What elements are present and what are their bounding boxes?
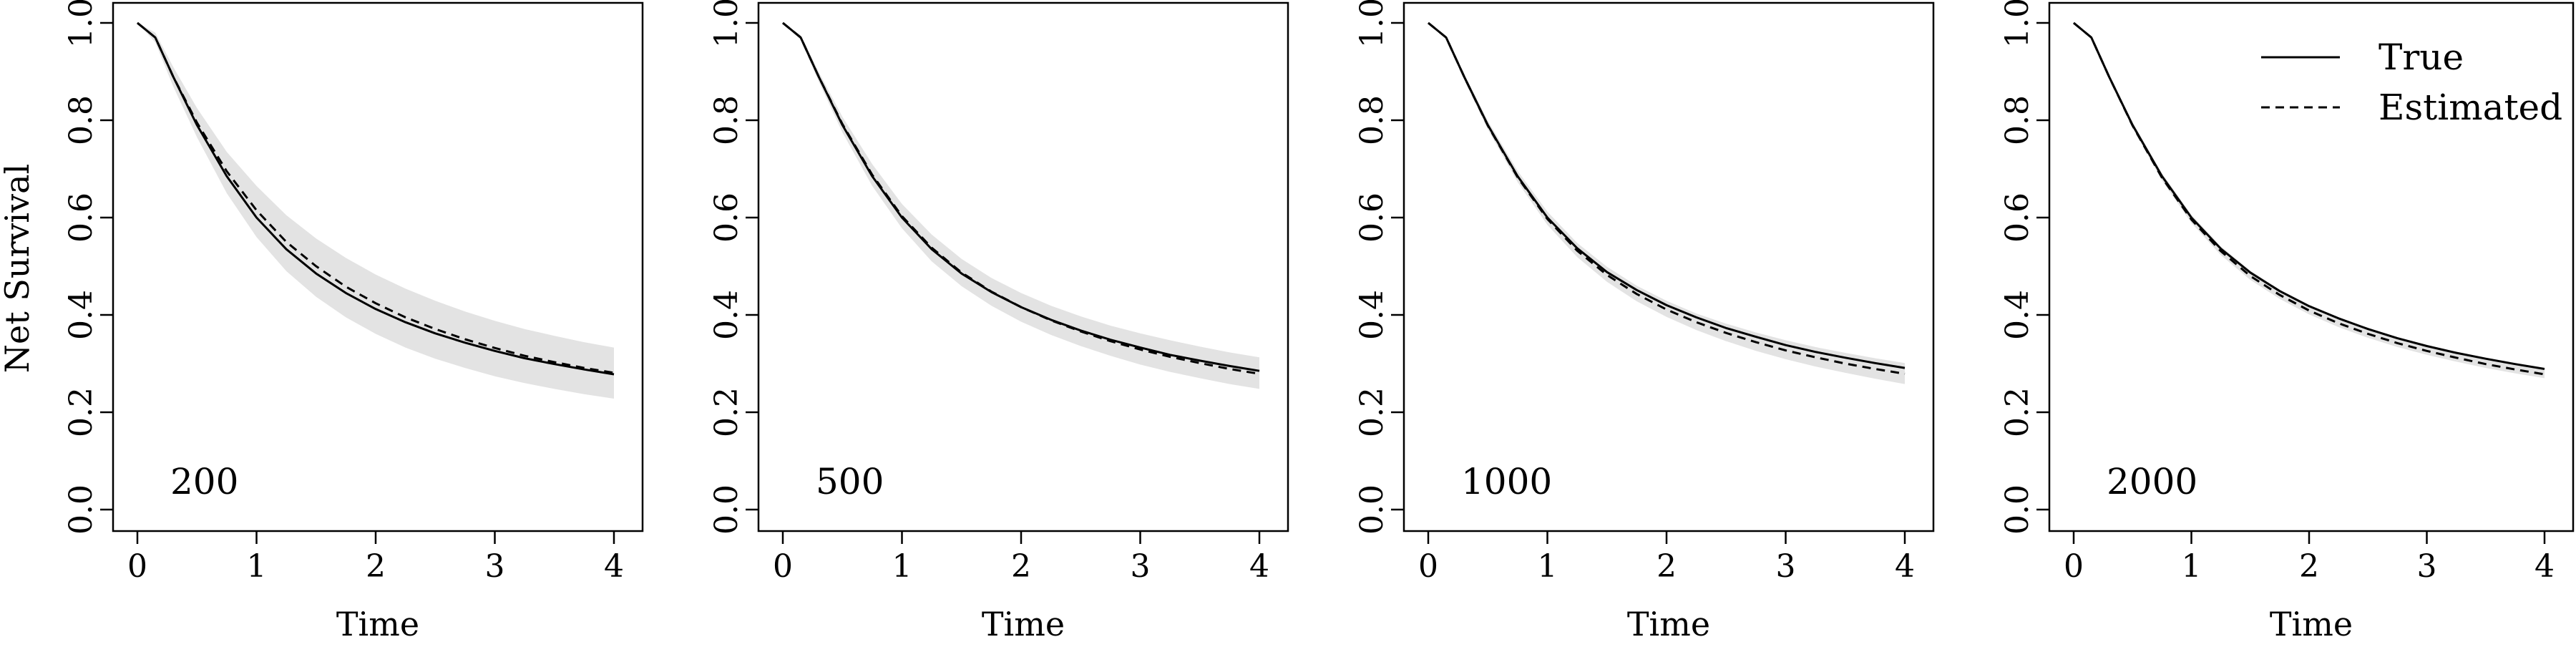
series-line-estimated xyxy=(2073,21,2545,376)
x-tick-label: 0 xyxy=(2064,548,2084,585)
plot-frame xyxy=(2048,1,2575,532)
x-tick-label: 4 xyxy=(2534,548,2555,585)
panel-label: 1000 xyxy=(1461,461,1552,502)
plot-frame xyxy=(757,1,1289,532)
y-tick-label: 0.8 xyxy=(1354,95,1390,145)
x-axis-title: Time xyxy=(2270,605,2353,643)
x-tick-label: 2 xyxy=(366,548,386,585)
series-line-estimated xyxy=(782,21,1260,375)
y-tick-label: 0.2 xyxy=(1999,387,2036,437)
x-tick-label: 4 xyxy=(1895,548,1915,585)
y-tick-label: 0.0 xyxy=(708,485,745,535)
panel-1: 0 1 2 3 4 Time 0.0 0.2 0.4 0.6 0.8 1.0 200 xyxy=(63,0,644,643)
x-axis-title: Time xyxy=(336,605,419,643)
y-tick-label: 0.2 xyxy=(708,387,745,437)
confidence-band xyxy=(783,23,1259,389)
legend-label-estimated: Estimated xyxy=(2379,87,2562,128)
panel-2: 0 1 2 3 4 Time 0.0 0.2 0.4 0.6 0.8 1.0 500 xyxy=(708,0,1289,643)
y-tick-label: 0.4 xyxy=(63,290,99,340)
panel-label: 200 xyxy=(170,461,238,502)
y-tick-label: 0.0 xyxy=(63,485,99,535)
x-tick-label: 1 xyxy=(892,548,912,585)
x-tick-label: 3 xyxy=(1776,548,1796,585)
legend: True Estimated xyxy=(2261,37,2562,128)
y-tick-label: 0.2 xyxy=(1354,387,1390,437)
x-tick-label: 1 xyxy=(1538,548,1558,585)
y-tick-label: 1.0 xyxy=(1354,0,1390,48)
x-tick-label: 3 xyxy=(2417,548,2437,585)
y-tick-label: 1.0 xyxy=(708,0,745,48)
y-tick-label: 0.6 xyxy=(63,193,99,243)
y-tick-label: 0.8 xyxy=(708,95,745,145)
panel-label: 2000 xyxy=(2107,461,2197,502)
y-tick-label: 1.0 xyxy=(63,0,99,48)
series-line-true xyxy=(2073,21,2545,370)
y-tick-label: 0.8 xyxy=(63,95,99,145)
x-axis-title: Time xyxy=(982,605,1065,643)
x-tick-label: 4 xyxy=(604,548,624,585)
y-tick-label: 0.6 xyxy=(708,193,745,243)
panel-4: 0 1 2 3 4 Time 0.0 0.2 0.4 0.6 0.8 1.0 2000 xyxy=(1999,0,2575,643)
y-tick-label: 0.6 xyxy=(1999,193,2036,243)
x-tick-label: 2 xyxy=(1011,548,1031,585)
x-tick-label: 0 xyxy=(1418,548,1438,585)
confidence-band xyxy=(1428,23,1905,384)
y-tick-label: 0.0 xyxy=(1354,485,1390,535)
x-tick-label: 1 xyxy=(247,548,267,585)
y-tick-label: 1.0 xyxy=(1999,0,2036,48)
y-tick-label: 0.4 xyxy=(1999,290,2036,340)
confidence-band xyxy=(2074,23,2545,379)
series-line-estimated xyxy=(137,21,615,374)
series-line-true xyxy=(1428,21,1906,369)
x-tick-label: 1 xyxy=(2182,548,2202,585)
x-axis-title: Time xyxy=(1627,605,1710,643)
x-tick-label: 2 xyxy=(1657,548,1677,585)
x-tick-label: 0 xyxy=(127,548,147,585)
x-tick-label: 3 xyxy=(1131,548,1151,585)
series-line-true xyxy=(137,21,615,376)
panel-label: 500 xyxy=(816,461,884,502)
x-tick-label: 3 xyxy=(485,548,505,585)
legend-label-true: True xyxy=(2379,37,2464,78)
x-tick-label: 0 xyxy=(773,548,793,585)
plot-frame xyxy=(112,1,644,532)
y-tick-label: 0.4 xyxy=(1354,290,1390,340)
x-tick-label: 4 xyxy=(1249,548,1269,585)
y-tick-label: 0.0 xyxy=(1999,485,2036,535)
y-axis-title: Net Survival xyxy=(0,164,36,374)
y-tick-label: 0.2 xyxy=(63,387,99,437)
y-tick-label: 0.6 xyxy=(1354,193,1390,243)
y-tick-label: 0.8 xyxy=(1999,95,2036,145)
confidence-band xyxy=(137,23,614,399)
series-line-estimated xyxy=(1428,21,1906,375)
y-tick-label: 0.4 xyxy=(708,290,745,340)
x-tick-label: 2 xyxy=(2299,548,2319,585)
panel-3: 0 1 2 3 4 Time 0.0 0.2 0.4 0.6 0.8 1.0 1000 xyxy=(1354,0,1935,643)
plot-frame xyxy=(1402,1,1935,532)
